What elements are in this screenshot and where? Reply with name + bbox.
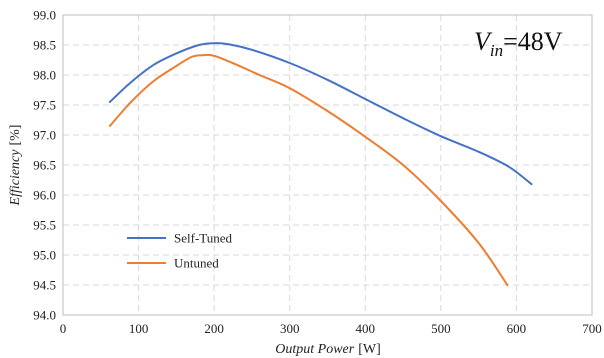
x-tick-label: 500 <box>431 321 451 336</box>
plot-frame <box>62 14 593 316</box>
grid-lines <box>63 15 592 315</box>
y-tick-label: 97.0 <box>33 128 56 143</box>
y-tick-label: 96.0 <box>33 188 56 203</box>
y-axis-title-unit: [%] <box>8 125 23 146</box>
y-axis-title-name: Efficiency <box>8 149 23 207</box>
y-tick-label: 96.5 <box>33 158 56 173</box>
y-tick-label: 99.0 <box>33 8 56 23</box>
x-tick-label: 700 <box>582 321 602 336</box>
legend-label-self-tuned: Self-Tuned <box>174 231 233 246</box>
x-tick-label: 600 <box>507 321 527 336</box>
vin-subscript: in <box>490 41 503 60</box>
x-axis-title-name: Output Power <box>275 342 354 357</box>
x-tick-label: 0 <box>60 321 67 336</box>
series-line-self-tuned <box>108 42 533 186</box>
y-tick-label: 98.5 <box>33 38 56 53</box>
y-tick-label: 95.5 <box>33 218 56 233</box>
series-line-untuned <box>108 53 509 286</box>
y-axis-ticks: 94.0 94.5 95.0 95.5 96.0 96.5 97.0 97.5 98.0 98.5… <box>33 8 56 323</box>
x-tick-label: 300 <box>280 321 300 336</box>
y-tick-label: 94.5 <box>33 278 56 293</box>
x-tick-label: 400 <box>356 321 376 336</box>
y-tick-label: 94.0 <box>33 308 56 323</box>
y-tick-label: 95.0 <box>33 248 56 263</box>
x-axis-ticks: 0 100 200 300 400 500 600 700 <box>60 321 602 336</box>
y-tick-label: 97.5 <box>33 98 56 113</box>
series-lines <box>108 42 533 286</box>
x-axis-title-unit: [W] <box>358 342 381 357</box>
vin-value: =48V <box>503 27 563 56</box>
vin-annotation: Vin=48V <box>474 27 563 60</box>
y-tick-label: 98.0 <box>33 68 56 83</box>
legend-label-untuned: Untuned <box>174 256 219 271</box>
x-axis-title: Output Power [W] <box>275 342 381 357</box>
vin-symbol: V <box>474 27 493 56</box>
x-tick-label: 100 <box>129 321 149 336</box>
x-tick-label: 200 <box>204 321 224 336</box>
legend: Self-Tuned Untuned <box>127 231 233 271</box>
y-axis-title: Efficiency [%] <box>8 125 23 207</box>
